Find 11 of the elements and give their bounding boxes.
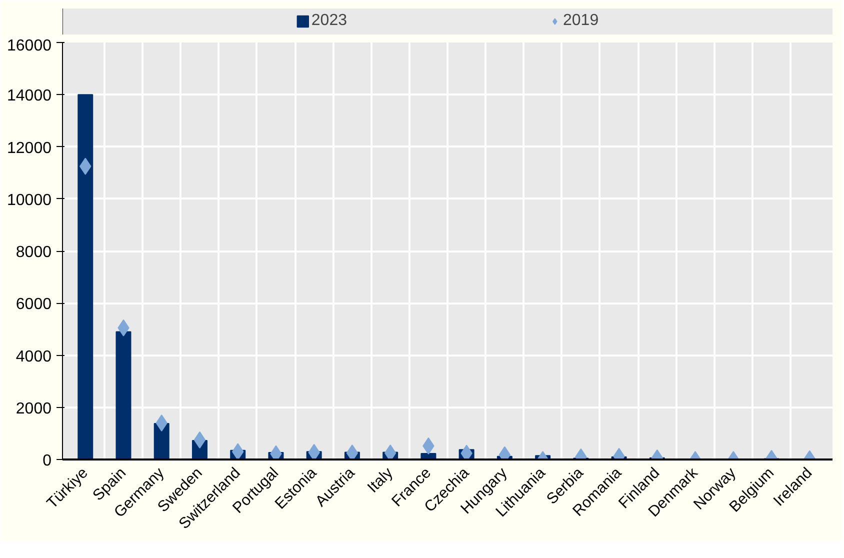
legend-label: 2019 bbox=[563, 12, 599, 30]
y-tick-label: 14000 bbox=[7, 88, 52, 105]
legend-label: 2023 bbox=[311, 12, 347, 30]
y-tick-label: 8000 bbox=[16, 244, 52, 261]
y-tick-label: 6000 bbox=[16, 296, 52, 314]
y-tick-label: 16000 bbox=[7, 38, 52, 54]
y-tick-label: 0 bbox=[42, 452, 52, 470]
y-tick-label: 10000 bbox=[7, 192, 52, 209]
y-tick-label: 4000 bbox=[16, 348, 52, 366]
y-tick-label: 2000 bbox=[16, 400, 52, 418]
y-tick-label: 12000 bbox=[7, 140, 52, 157]
